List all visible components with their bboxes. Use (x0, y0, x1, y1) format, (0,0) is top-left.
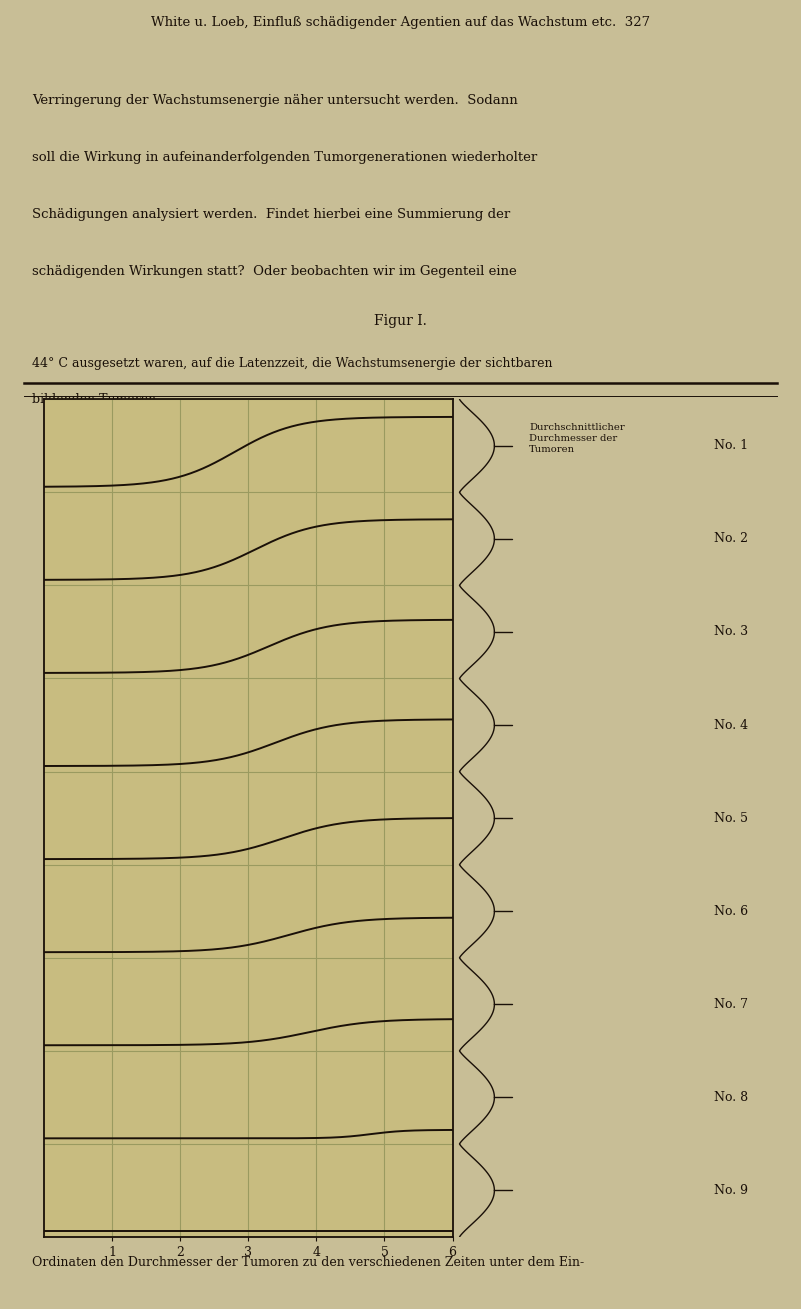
Text: No. 5: No. 5 (714, 812, 748, 825)
Text: Durchschnittlicher
Durchmesser der
Tumoren: Durchschnittlicher Durchmesser der Tumor… (529, 423, 625, 454)
Text: No. 8: No. 8 (714, 1090, 748, 1103)
Text: Schädigungen analysiert werden.  Findet hierbei eine Summierung der: Schädigungen analysiert werden. Findet h… (32, 208, 510, 221)
Text: bildenden Tumoren.: bildenden Tumoren. (32, 393, 160, 406)
Text: No. 7: No. 7 (714, 997, 748, 1011)
Text: Verringerung der Wachstumsenergie näher untersucht werden.  Sodann: Verringerung der Wachstumsenergie näher … (32, 94, 517, 107)
Text: Ordinaten den Durchmesser der Tumoren zu den verschiedenen Zeiten unter dem Ein-: Ordinaten den Durchmesser der Tumoren zu… (32, 1255, 584, 1268)
Text: No. 2: No. 2 (714, 533, 748, 546)
Text: No. 6: No. 6 (714, 905, 748, 918)
Text: schädigenden Wirkungen statt?  Oder beobachten wir im Gegenteil eine: schädigenden Wirkungen statt? Oder beoba… (32, 264, 517, 278)
Text: No. 4: No. 4 (714, 719, 748, 732)
Text: White u. Loeb, Einfluß schädigender Agentien auf das Wachstum etc.  327: White u. Loeb, Einfluß schädigender Agen… (151, 16, 650, 29)
Text: 44° C ausgesetzt waren, auf die Latenzzeit, die Wachstumsenergie der sichtbaren: 44° C ausgesetzt waren, auf die Latenzze… (32, 357, 553, 370)
Text: soll die Wirkung in aufeinanderfolgenden Tumorgenerationen wiederholter: soll die Wirkung in aufeinanderfolgenden… (32, 151, 537, 164)
Text: Figur I.: Figur I. (374, 314, 427, 329)
Text: No. 9: No. 9 (714, 1183, 748, 1196)
Text: No. 1: No. 1 (714, 440, 748, 453)
Text: No. 3: No. 3 (714, 626, 748, 639)
